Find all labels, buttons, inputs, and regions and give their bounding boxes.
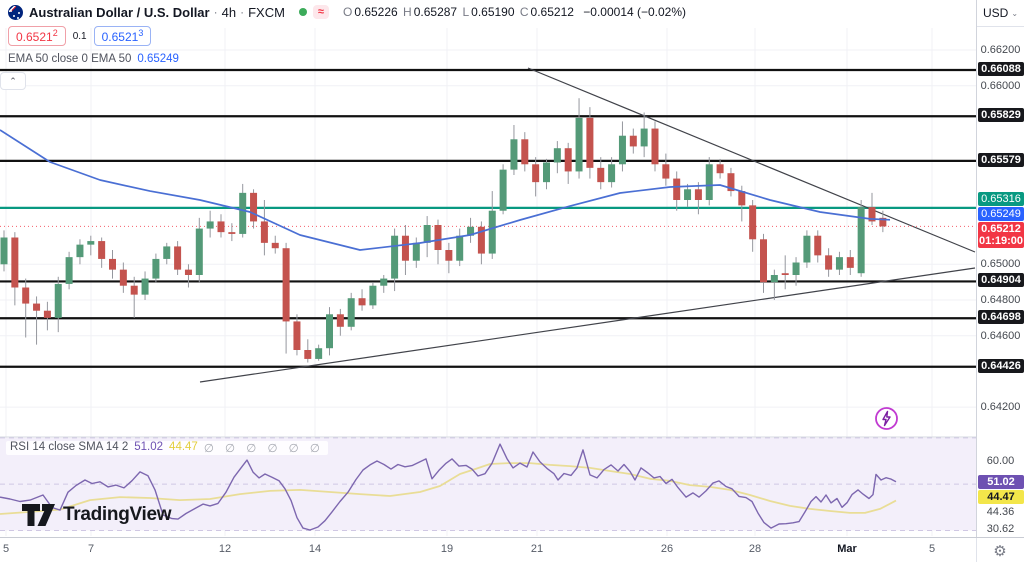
rsi-sma-value: 44.47 [169, 441, 198, 453]
tradingview-logo-text: TradingView [63, 504, 172, 525]
australia-flag-icon [8, 4, 23, 20]
change-value: −0.00014 (−0.02%) [583, 5, 687, 19]
price-level-badge: 0.65579 [978, 152, 1024, 167]
price-axis-label: 0.65000 [980, 258, 1021, 271]
ema-value-badge: 0.65249 [978, 207, 1024, 221]
time-axis-label: 12 [218, 543, 232, 555]
candlestick-chart[interactable] [0, 0, 976, 537]
time-axis[interactable]: ⚙ 5 7 12 14 19 21 26 28 Mar 5 [0, 537, 1024, 562]
low-value: 0.65190 [471, 5, 515, 19]
ohlc-values: O 0.65226 H 0.65287 L 0.65190 C 0.65212 −0.0… [342, 5, 687, 19]
ema-indicator-legend[interactable]: EMA 50 close 0 EMA 50 [8, 53, 132, 65]
rsi-empty-values: ∅ ∅ ∅ ∅ ∅ ∅ [203, 443, 324, 455]
price-axis-label: 0.64800 [980, 294, 1021, 306]
price-axis-label: 0.64600 [980, 329, 1021, 342]
lightning-marker-icon[interactable] [874, 406, 899, 436]
separator-dot: · [213, 5, 218, 19]
axis-corner-divider [976, 538, 977, 562]
price-level-badge: 0.64426 [978, 358, 1024, 373]
time-axis-label: 7 [87, 543, 95, 555]
delayed-data-badge[interactable]: ≈ [312, 5, 329, 19]
chevron-down-icon: ⌄ [1011, 8, 1019, 18]
price-level-badge: 0.64698 [978, 310, 1024, 325]
currency-selector[interactable]: USD ⌄ [977, 0, 1024, 27]
time-axis-label: 5 [2, 543, 10, 555]
rsi-legend-text: RSI 14 close SMA 14 2 [10, 441, 129, 453]
last-price-badge: 0.65212 01:19:00 [978, 222, 1024, 248]
separator-dot: · [240, 5, 245, 19]
time-axis-label: 26 [660, 543, 674, 555]
time-axis-label: 14 [308, 543, 322, 555]
rsi-value: 51.02 [134, 441, 164, 453]
price-axis[interactable]: USD ⌄ 0.66200 0.66000 0.65000 0.64800 0.6460… [976, 0, 1024, 537]
time-axis-label: 21 [530, 543, 544, 555]
high-value: 0.65287 [413, 5, 458, 19]
rsi-indicator-legend[interactable]: RSI 14 close SMA 14 2 51.02 44.47 ∅ ∅ ∅ … [6, 441, 328, 455]
price-level-badge: 0.64904 [978, 273, 1024, 288]
collapse-legend-button[interactable]: ⌃ [0, 72, 26, 90]
tradingview-logo[interactable]: TradingView [22, 504, 172, 526]
exchange-label: FXCM [248, 4, 285, 20]
buy-price-button[interactable]: 0.65213 [93, 26, 152, 46]
currency-label: USD [982, 6, 1009, 20]
spread-value: 0.1 [72, 30, 87, 42]
open-value: 0.65226 [354, 5, 398, 19]
chart-pane[interactable]: Australian Dollar / U.S. Dollar · 4h · F… [0, 0, 976, 537]
axis-settings-gear-icon[interactable]: ⚙ [993, 543, 1007, 560]
chart-header: Australian Dollar / U.S. Dollar · 4h · F… [8, 2, 688, 68]
symbol-title[interactable]: Australian Dollar / U.S. Dollar [29, 4, 210, 20]
rsi-axis-label: 60.00 [986, 455, 1015, 467]
time-axis-label: Mar [837, 543, 857, 555]
price-axis-label: 0.64200 [980, 401, 1021, 414]
time-axis-label: 28 [748, 543, 762, 555]
sell-price-button[interactable]: 0.65212 [8, 26, 66, 46]
price-level-badge: 0.66088 [978, 62, 1024, 76]
ema-indicator-value: 0.65249 [137, 53, 179, 65]
time-axis-label: 19 [440, 543, 454, 555]
price-axis-label: 0.66000 [980, 79, 1021, 92]
teal-level-badge: 0.65316 [978, 192, 1024, 206]
rsi-value-badge: 51.02 [978, 475, 1024, 489]
price-level-badge: 0.65829 [978, 108, 1024, 123]
rsi-sma-value-badge: 44.47 [978, 490, 1024, 504]
time-axis-label: 5 [928, 543, 936, 555]
rsi-axis-label: 44.36 [986, 506, 1015, 518]
tradingview-logo-icon [22, 504, 55, 526]
price-axis-label: 0.66200 [980, 44, 1021, 56]
rsi-axis-label: 30.62 [986, 523, 1015, 535]
interval-label[interactable]: 4h [221, 4, 237, 20]
market-status-dot-icon[interactable] [298, 8, 307, 16]
close-value: 0.65212 [530, 5, 574, 19]
